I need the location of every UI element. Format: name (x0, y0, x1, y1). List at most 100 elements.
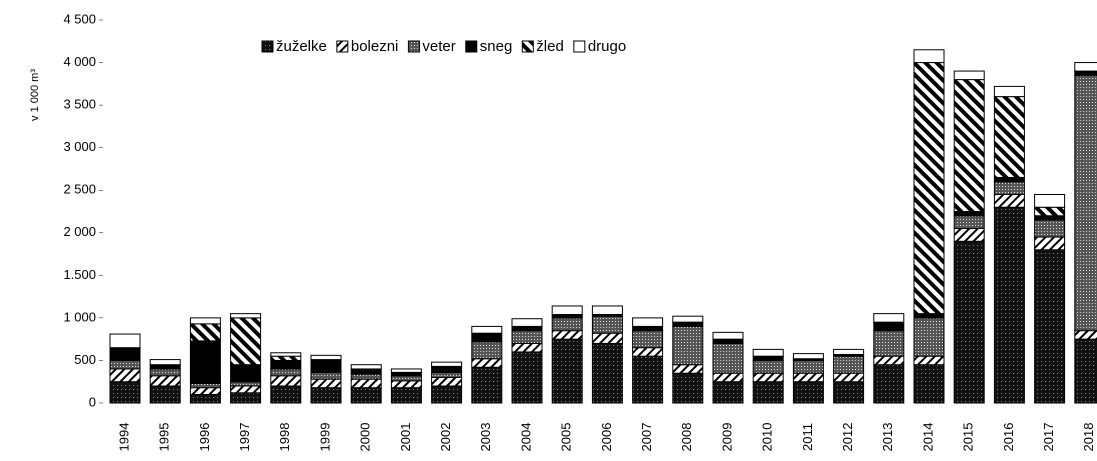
bar-segment (913, 364, 945, 404)
bar-segment (230, 381, 262, 387)
x-tick-label: 2017 (1041, 423, 1056, 452)
legend-swatch (573, 40, 586, 53)
y-tick-label: 1 000 (63, 309, 96, 324)
x-tick-label: 2003 (478, 423, 493, 452)
bar-segment (632, 317, 664, 327)
bar-segment (993, 193, 1025, 208)
bar-segment (431, 371, 463, 378)
legend-swatch (407, 40, 420, 53)
legend-swatch (261, 40, 274, 53)
bar-segment (431, 361, 463, 367)
bar-segment (591, 332, 623, 344)
bar-segment (149, 364, 181, 370)
x-tick-label: 2014 (920, 423, 935, 452)
legend-label: veter (422, 38, 455, 55)
bar-segment (672, 372, 704, 404)
bar-segment (1074, 330, 1097, 340)
bar-segment (310, 378, 342, 389)
bar-segment (149, 359, 181, 366)
bar-segment (109, 333, 141, 349)
bar-segment (350, 387, 382, 404)
bar-segment (993, 96, 1025, 178)
bar-segment (431, 365, 463, 373)
bar-segment (109, 381, 141, 404)
bar-segment (270, 355, 302, 361)
x-tick-label: 1997 (237, 423, 252, 452)
bar-segment (993, 85, 1025, 98)
bar-segment (632, 330, 664, 349)
legend-swatch (336, 40, 349, 53)
legend-label: sneg (480, 38, 513, 55)
bar-segment (712, 338, 744, 344)
bar-segment (913, 62, 945, 315)
x-tick-label: 1996 (197, 423, 212, 452)
bar-segment (189, 382, 221, 389)
bar-segment (390, 387, 422, 404)
bar-segment (471, 332, 503, 343)
bar-segment (632, 355, 664, 404)
bar-segment (913, 49, 945, 64)
y-tick-label: 1.500 (63, 267, 96, 282)
bar-segment (511, 342, 543, 353)
x-tick-label: 2000 (358, 423, 373, 452)
x-tick-label: 2018 (1081, 423, 1096, 452)
bar-segment (1034, 249, 1066, 404)
x-tick-label: 2001 (398, 423, 413, 452)
bar-segment (390, 375, 422, 382)
bar-segment (511, 330, 543, 344)
bar-segment (833, 381, 865, 404)
bar-segment (953, 240, 985, 404)
bar-segment (189, 340, 221, 384)
x-tick-label: 2002 (438, 423, 453, 452)
bar-segment (189, 393, 221, 404)
bar-segment (350, 373, 382, 380)
x-tick-label: 2005 (559, 423, 574, 452)
bar-segment (953, 79, 985, 212)
bar-segment (109, 359, 141, 370)
x-tick-label: 1995 (157, 423, 172, 452)
bar-segment (551, 305, 583, 315)
bar-segment (873, 364, 905, 404)
x-tick-label: 2004 (518, 423, 533, 452)
bar-segment (672, 321, 704, 327)
bar-segment (431, 376, 463, 387)
bar-segment (953, 228, 985, 242)
x-tick-label: 2013 (880, 423, 895, 452)
bar-segment (752, 355, 784, 361)
y-tick-label: 4 000 (63, 54, 96, 69)
bar-segment (913, 313, 945, 319)
bar-segment (230, 317, 262, 366)
bar-segment (993, 176, 1025, 183)
bar-segment (712, 342, 744, 374)
bar-segment (350, 368, 382, 375)
bar-segment (109, 368, 141, 383)
bar-segment (873, 355, 905, 366)
bar-segment (471, 366, 503, 404)
bar-segment (350, 378, 382, 389)
bar-segment (390, 380, 422, 389)
bar-segment (1074, 338, 1097, 404)
bar-segment (672, 364, 704, 374)
bar-segment (873, 321, 905, 332)
y-tick-label: 500 (74, 352, 96, 367)
bar-segment (310, 359, 342, 373)
bar-segment (672, 325, 704, 366)
bar-segment (1034, 236, 1066, 251)
x-tick-label: 1998 (277, 423, 292, 452)
bar-segment (310, 354, 342, 361)
bar-segment (1074, 62, 1097, 72)
bar-segment (390, 368, 422, 373)
bar-segment (591, 315, 623, 334)
x-tick-label: 2008 (679, 423, 694, 452)
bar-segment (833, 348, 865, 355)
bar-segment (591, 305, 623, 315)
bar-segment (511, 325, 543, 332)
bar-segment (1034, 215, 1066, 221)
bar-segment (230, 313, 262, 319)
bar-segment (230, 385, 262, 394)
legend-swatch (465, 40, 478, 53)
bar-segment (189, 317, 221, 325)
bar-segment (873, 313, 905, 323)
bar-segment (511, 318, 543, 327)
